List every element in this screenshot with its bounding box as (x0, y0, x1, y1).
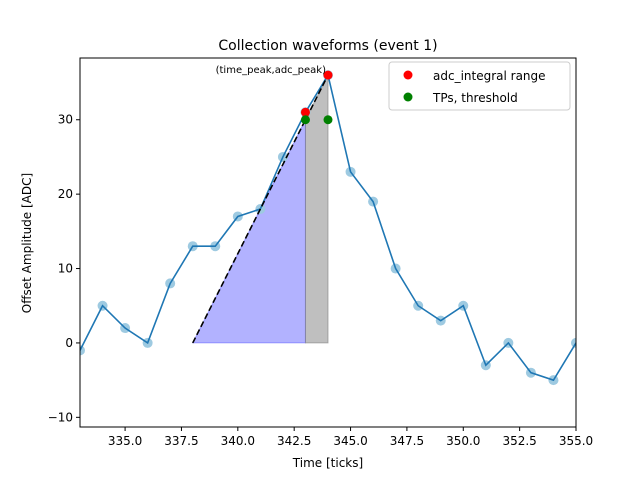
legend-label-adc-integral: adc_integral range (433, 69, 546, 83)
chart-title: Collection waveforms (event 1) (218, 38, 437, 54)
x-tick-label: 347.5 (390, 434, 424, 448)
points-layer (300, 70, 333, 125)
y-axis: −10 0 10 20 30 (48, 113, 80, 424)
adc-integral-point (300, 107, 310, 117)
y-tick-label: 30 (58, 113, 73, 127)
x-tick-label: 350.0 (446, 434, 480, 448)
x-tick-label: 342.5 (277, 434, 311, 448)
legend-marker-tps (403, 92, 413, 102)
x-tick-label: 355.0 (559, 434, 593, 448)
plot-area (79, 57, 577, 428)
x-tick-label: 337.5 (164, 434, 198, 448)
x-axis-label: Time [ticks] (292, 456, 363, 470)
x-axis: 335.0 337.5 340.0 342.5 345.0 347.5 350.0 352.5… (108, 427, 593, 448)
y-tick-label: 10 (58, 262, 73, 276)
tp-threshold-point (300, 115, 310, 125)
x-tick-label: 352.5 (502, 434, 536, 448)
dashed-fit-line (192, 74, 329, 344)
legend-marker-adc-integral (403, 70, 413, 80)
legend: adc_integral range TPs, threshold (388, 61, 571, 111)
legend-frame (388, 61, 571, 111)
x-tick-label: 345.0 (333, 434, 367, 448)
plot-frame (79, 57, 577, 428)
y-tick-label: 20 (58, 187, 73, 201)
legend-label-tps: TPs, threshold (432, 91, 518, 105)
y-tick-label: 0 (65, 336, 73, 350)
peak-annotation: (time_peak,adc_peak) (216, 65, 326, 76)
tp-threshold-point (323, 115, 333, 125)
adc-integral-point (323, 70, 333, 80)
x-tick-label: 340.0 (221, 434, 255, 448)
y-tick-label: −10 (48, 410, 73, 424)
y-axis-label: Offset Amplitude [ADC] (20, 173, 34, 313)
x-tick-label: 335.0 (108, 434, 142, 448)
